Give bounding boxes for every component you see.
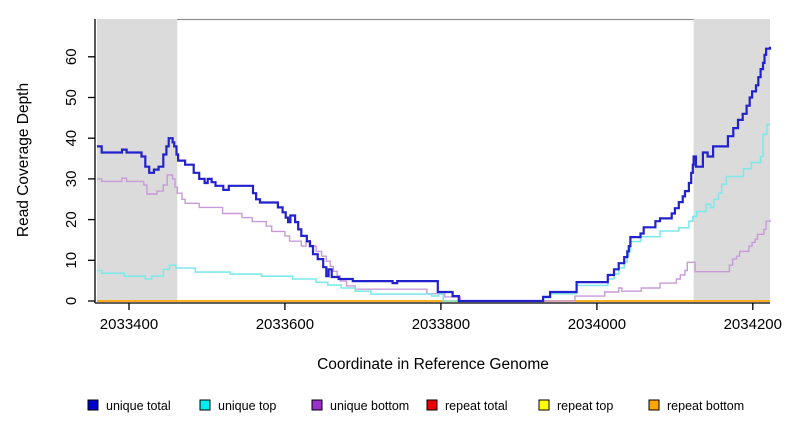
- y-tick-label: 50: [63, 89, 80, 106]
- y-tick-label: 40: [63, 130, 80, 147]
- shaded-region: [97, 19, 178, 302]
- legend-label: unique top: [218, 399, 276, 413]
- shaded-region: [693, 19, 770, 302]
- series-line-unique-bottom: [97, 174, 771, 302]
- y-tick-label: 60: [63, 48, 80, 65]
- legend-item-repeat-top: repeat top: [538, 399, 613, 413]
- legend-item-repeat-bottom: repeat bottom: [648, 399, 744, 413]
- legend-swatch: [538, 399, 550, 411]
- legend-swatch: [87, 399, 99, 411]
- plot-area: 2033400 2033600 2033800 2034000 2034200 0 10 20…: [63, 18, 782, 333]
- legend-label: repeat total: [445, 399, 508, 413]
- y-tick-label: 0: [63, 297, 80, 305]
- x-tick-label: 2033800: [412, 316, 470, 333]
- x-tick-label: 2033600: [256, 316, 314, 333]
- chart-legend: unique total unique top unique bottom repea…: [87, 399, 744, 413]
- series-line-unique-total: [97, 46, 772, 303]
- y-axis-title: Read Coverage Depth: [15, 83, 32, 237]
- legend-item-unique-total: unique total: [87, 399, 171, 413]
- legend-label: repeat top: [557, 399, 613, 413]
- series-line-unique-top: [97, 123, 770, 302]
- legend-swatch: [199, 399, 211, 411]
- legend-label: unique bottom: [330, 399, 409, 413]
- y-tick-label: 30: [63, 171, 80, 188]
- legend-swatch: [426, 399, 438, 411]
- legend-item-repeat-total: repeat total: [426, 399, 508, 413]
- legend-item-unique-top: unique top: [199, 399, 276, 413]
- x-tick-label: 2034200: [724, 316, 782, 333]
- legend-swatch: [311, 399, 323, 411]
- legend-label: repeat bottom: [667, 399, 744, 413]
- x-axis-title: Coordinate in Reference Genome: [317, 356, 549, 373]
- legend-label: unique total: [106, 399, 171, 413]
- y-tick-label: 20: [63, 211, 80, 228]
- x-tick-label: 2034000: [568, 316, 626, 333]
- legend-item-unique-bottom: unique bottom: [311, 399, 409, 413]
- y-tick-label: 10: [63, 252, 80, 269]
- legend-swatch: [648, 399, 660, 411]
- x-tick-label: 2033400: [100, 316, 158, 333]
